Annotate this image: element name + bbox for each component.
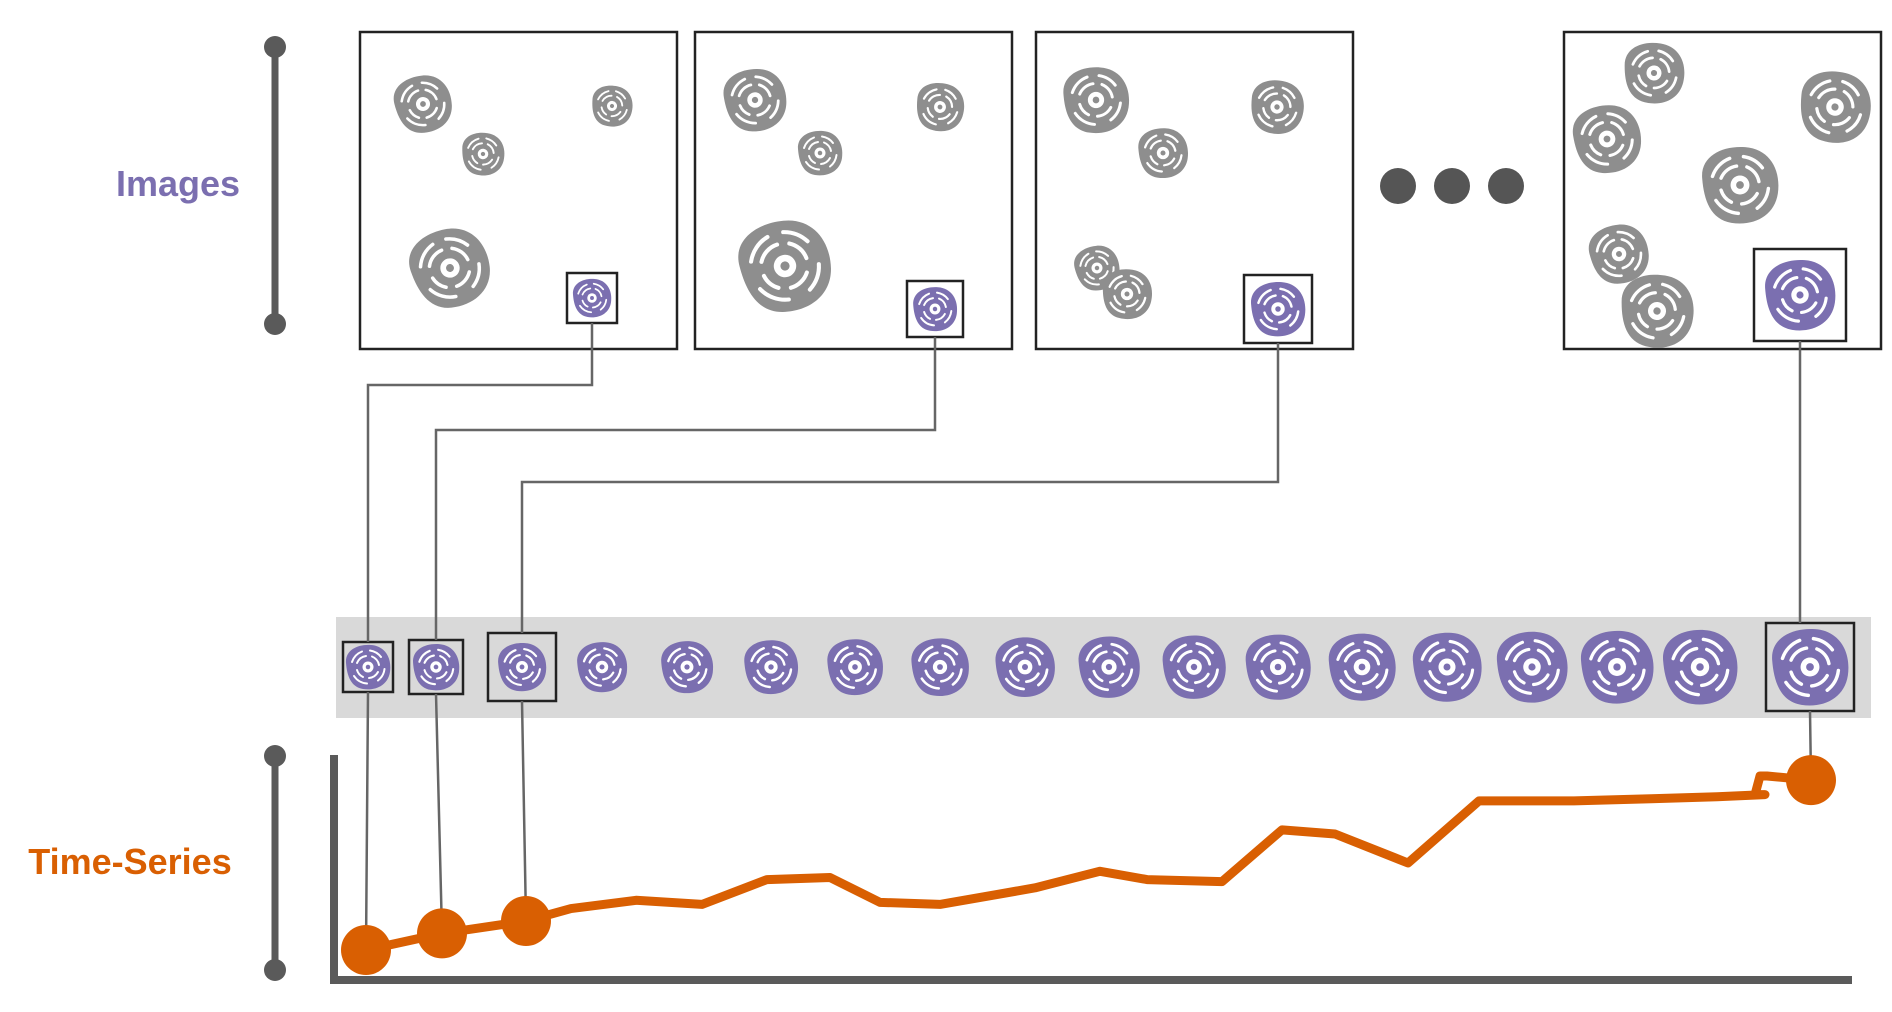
cell-icon xyxy=(576,640,629,694)
cell-icon xyxy=(1244,633,1313,702)
cell-icon xyxy=(496,641,548,693)
cell-icon xyxy=(572,278,613,319)
ellipsis-icon xyxy=(1380,168,1524,204)
cell-icon xyxy=(910,637,971,698)
time-series-label: Time-Series xyxy=(28,841,231,882)
cell-icon xyxy=(1661,628,1740,707)
cell-icon xyxy=(796,129,844,177)
cell-icon xyxy=(1327,632,1398,703)
series-point xyxy=(417,908,467,959)
connector-line xyxy=(434,337,937,934)
images-label: Images xyxy=(116,163,240,204)
connector-line xyxy=(520,343,1280,922)
chart-axes xyxy=(330,755,1852,984)
image-frames xyxy=(358,30,1883,353)
cell-icon xyxy=(826,638,885,697)
cell-icon xyxy=(1770,627,1851,708)
cell-icon xyxy=(1763,258,1837,333)
time-series-bracket xyxy=(264,745,286,981)
image-frame-1 xyxy=(358,30,679,351)
cell-icon xyxy=(1700,145,1781,226)
image-frame-4 xyxy=(1562,30,1883,353)
series-point xyxy=(341,925,391,975)
cell-icon xyxy=(344,643,392,691)
cell-icon xyxy=(1161,634,1228,701)
connector-line xyxy=(364,323,594,951)
cell-icon xyxy=(1137,127,1190,180)
image-frame-2 xyxy=(693,30,1014,351)
cell-icon xyxy=(912,286,959,333)
cell-icon xyxy=(1249,280,1307,338)
cell-icon xyxy=(1061,65,1131,135)
cell-icon xyxy=(994,636,1057,699)
series-point xyxy=(501,896,551,946)
time-series-plot xyxy=(341,755,1836,975)
cell-icon xyxy=(1495,630,1570,705)
images-bracket xyxy=(264,36,286,335)
cell-icon xyxy=(411,642,461,692)
image-frame-3 xyxy=(1034,30,1355,351)
series-point xyxy=(1786,755,1836,806)
cell-icon xyxy=(743,638,800,696)
series-line xyxy=(361,771,1816,955)
cell-icon xyxy=(1077,635,1142,700)
cell-icon xyxy=(660,639,715,695)
cell-icon xyxy=(1411,631,1484,704)
cell-icon xyxy=(1579,629,1656,706)
